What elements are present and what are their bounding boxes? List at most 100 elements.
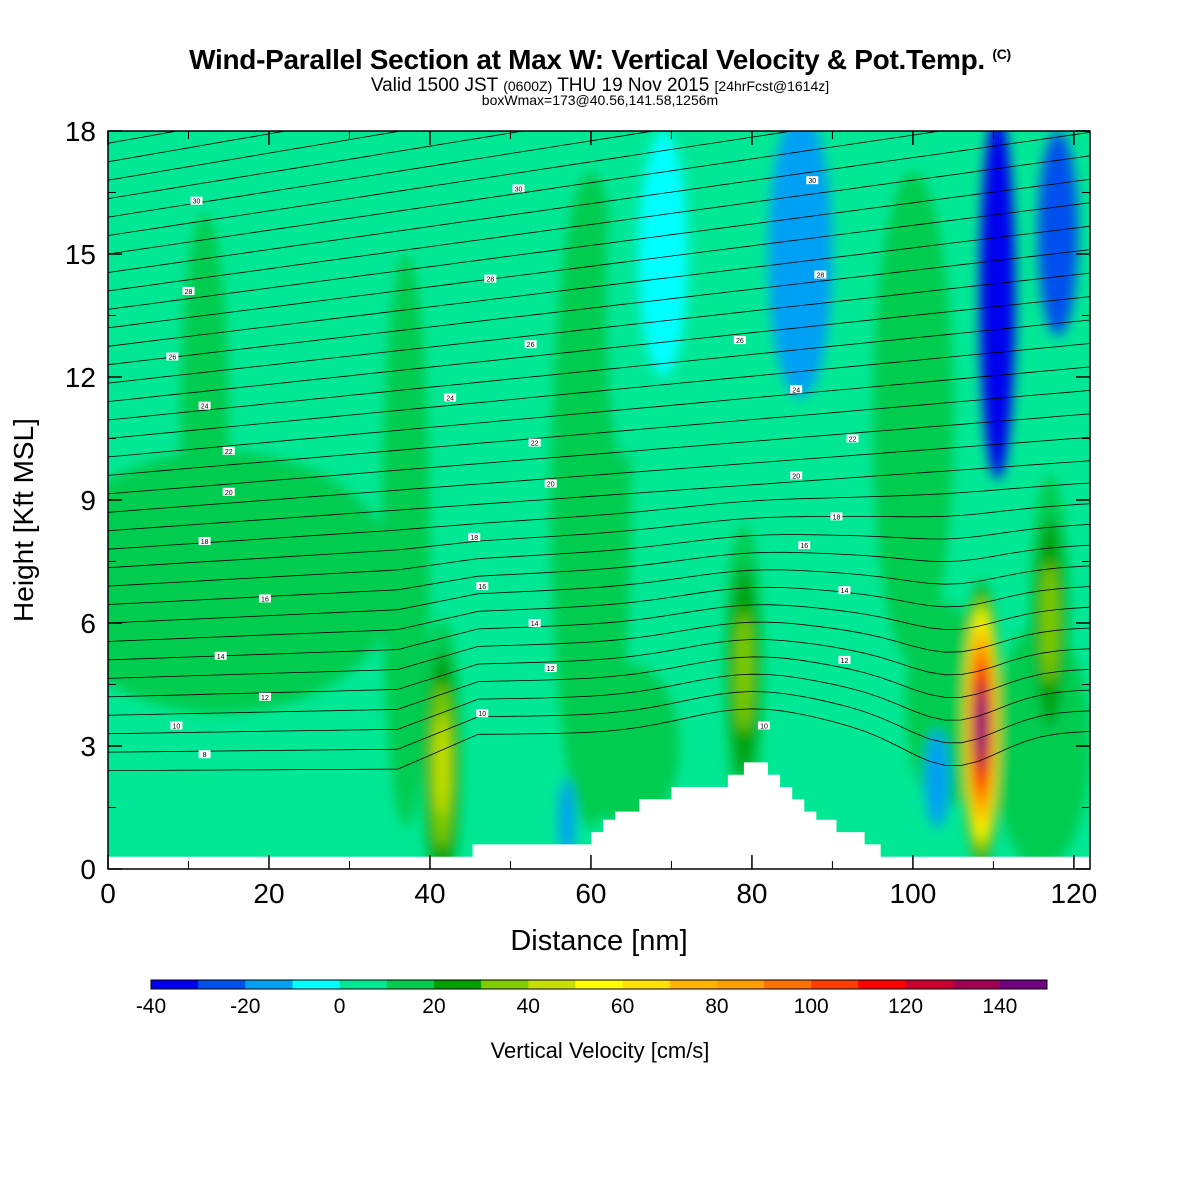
isentrope-16: [108, 390, 1090, 476]
isentrope-label-bg: [222, 487, 235, 496]
isentrope-label-text: 22: [531, 441, 539, 448]
isentrope-label-text: 22: [225, 449, 233, 456]
y-tick-label: 12: [65, 362, 96, 393]
isentrope-label-text: 10: [760, 724, 768, 731]
isentrope-label-bg: [798, 541, 811, 550]
isentrope-label-bg: [830, 512, 843, 521]
isentrope-15: [108, 413, 1090, 495]
colorbar-swatch: [528, 980, 576, 989]
isentrope-label-bg: [198, 537, 211, 545]
isentrope-34: [108, 131, 180, 144]
colorbar-tick-label: 40: [517, 995, 540, 1018]
colorbar-swatch: [764, 980, 812, 989]
isentrope-label-bg: [544, 664, 557, 673]
colorbar-swatch: [481, 980, 529, 989]
isentrope-27: [108, 132, 1090, 273]
isentrope-label: 26: [733, 336, 746, 345]
forecast-info: [24hrFcst@1614z]: [714, 78, 830, 94]
colorbar-swatch: [952, 980, 1001, 989]
y-tick-label: 3: [80, 731, 96, 762]
isentrope-25: [108, 178, 1090, 310]
colorbar-swatch: [669, 980, 718, 989]
isentrope-12: [108, 482, 1090, 550]
isentrope-label: 20: [544, 479, 557, 489]
isentrope-label: 16: [476, 582, 489, 591]
isentrope-label: 12: [544, 664, 557, 673]
isentrope-label-text: 20: [792, 473, 800, 480]
colorbar-swatch: [905, 980, 954, 989]
isentrope-label-text: 24: [792, 387, 800, 394]
isentrope-label: 20: [790, 471, 803, 480]
isentrope-label: 16: [798, 541, 811, 550]
isentrope-label: 10: [476, 709, 489, 718]
isentrope-29: [108, 131, 795, 236]
isentrope-label: 22: [846, 434, 859, 444]
isentrope-17: [108, 366, 1090, 458]
isentrope-18: [108, 343, 1090, 439]
isentrope-33: [108, 131, 289, 163]
isentrope-label-text: 30: [808, 178, 816, 185]
updraft-x42-ring-3: [435, 717, 449, 816]
isentrope-label-bg: [544, 479, 557, 488]
x-tick-label: 100: [890, 878, 937, 909]
isentrope-label: 30: [806, 176, 819, 185]
isentrope-label-text: 28: [486, 277, 494, 284]
isentrope-4: [108, 639, 1090, 698]
isentrope-label-bg: [524, 340, 537, 349]
isentrope-22: [108, 249, 1090, 366]
isentrope-label: 18: [198, 537, 211, 546]
isentrope-label-bg: [476, 709, 489, 718]
colorbar-tick-label: -40: [136, 995, 166, 1018]
down-x103: [924, 729, 950, 828]
isentrope-label-text: 10: [173, 724, 181, 731]
colorbar-tick-label: 80: [705, 995, 728, 1018]
x-tick-label: 120: [1051, 878, 1098, 909]
isentrope-label-bg: [838, 586, 851, 595]
isentrope-label: 14: [528, 619, 541, 628]
colorbar-swatch: [386, 980, 435, 989]
down-x118: [1037, 131, 1078, 336]
isentrope-8: [108, 565, 1090, 624]
y-tick-label: 6: [80, 608, 96, 639]
colorbar-tick-label: -20: [230, 995, 260, 1018]
y-tick-label: 0: [80, 854, 96, 885]
isentrope-label-text: 12: [547, 666, 555, 673]
colorbar-swatch: [245, 980, 293, 989]
isentrope-label: 18: [830, 512, 843, 521]
isentrope-label-bg: [790, 471, 803, 480]
colorbar-swatch: [339, 980, 388, 989]
isentrope-label: 30: [190, 196, 203, 206]
y-tick-label: 15: [65, 239, 96, 270]
updraft-x79-ring-2: [735, 612, 753, 733]
isentrope-label-bg: [733, 336, 746, 345]
isentrope-label-text: 10: [478, 711, 486, 718]
isentrope-label: 30: [512, 184, 525, 193]
isentrope-label-text: 18: [201, 539, 209, 546]
isentrope-label: 24: [444, 393, 457, 403]
isentrope-label: 18: [468, 532, 481, 542]
isentrope-label-text: 20: [547, 482, 555, 489]
isentrope-10: [108, 524, 1090, 587]
isentrope-label-text: 24: [446, 396, 454, 403]
colorbar-tick-label: 140: [982, 995, 1017, 1018]
isentrope-label: 20: [222, 487, 235, 497]
colorbar-swatch: [622, 980, 671, 989]
isentrope-35: [108, 0, 1090, 125]
isentrope-label-bg: [190, 196, 203, 205]
x-tick-label: 20: [253, 878, 284, 909]
isentrope-31: [108, 131, 526, 199]
colorbar-swatch: [198, 980, 246, 989]
isentrope-label-text: 14: [531, 621, 539, 628]
isentrope-label-bg: [528, 438, 541, 447]
isentrope-label: 22: [222, 446, 235, 456]
isentrope-label-bg: [838, 655, 851, 664]
isentrope-label-bg: [846, 434, 859, 443]
isentrope-label-text: 26: [168, 355, 176, 362]
isentrope-label: 14: [838, 586, 851, 595]
isentrope-label-text: 22: [849, 437, 857, 444]
isentrope-label-text: 26: [527, 342, 535, 349]
isentrope-label-bg: [182, 286, 195, 295]
isentrope-label: 12: [838, 655, 851, 665]
colorbar-swatch: [999, 980, 1048, 989]
terrain-fill: [108, 762, 1090, 869]
